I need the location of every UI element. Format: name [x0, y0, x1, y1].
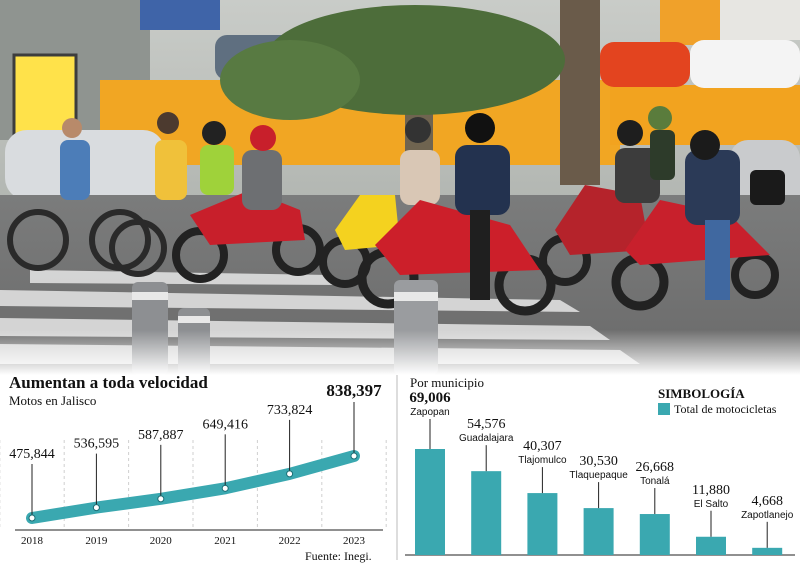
line-chart-value-label: 649,416: [202, 417, 248, 432]
line-chart-series: [26, 450, 360, 524]
bar: [527, 493, 558, 555]
left-chart-source: Fuente: Inegi.: [305, 549, 372, 563]
bar-category-label: Tlaquepaque: [569, 470, 628, 481]
right-chart-title: Por municipio: [410, 375, 484, 390]
line-chart-point: [286, 470, 294, 478]
legend-title: SIMBOLOGÍA: [658, 386, 745, 401]
legend-label: Total de motocicletas: [674, 402, 777, 416]
bar-value-label: 30,530: [579, 454, 618, 469]
line-chart-value-label: 733,824: [267, 403, 313, 418]
left-chart-subtitle: Motos en Jalisco: [9, 393, 96, 408]
bar-category-label: Zapotlanejo: [741, 510, 794, 521]
line-chart-point: [350, 452, 358, 460]
bar-value-label: 54,576: [467, 417, 506, 432]
line-chart-point: [157, 495, 165, 503]
bar: [583, 508, 614, 555]
line-chart-marks: 475,844 2018 536,595 2019 587,887 2020 649,416…: [9, 381, 382, 547]
line-chart-year-label: 2018: [21, 535, 44, 547]
bar: [415, 449, 445, 555]
bar-value-label: 69,006: [409, 390, 451, 406]
legend-swatch: [658, 403, 670, 415]
line-chart-year-label: 2022: [279, 535, 301, 547]
bar-category-label: Tlajomulco: [518, 455, 567, 466]
bar: [696, 536, 726, 555]
line-chart-point: [221, 484, 229, 492]
line-chart-year-label: 2023: [343, 535, 366, 547]
line-chart-year-label: 2021: [214, 535, 236, 547]
bar-category-label: Tonalá: [640, 476, 670, 487]
bar: [752, 547, 783, 555]
bar-value-label: 4,668: [751, 494, 783, 509]
bar: [471, 471, 502, 555]
line-chart-value-label: 838,397: [326, 381, 382, 400]
line-chart-point: [92, 504, 100, 512]
line-chart-year-label: 2020: [150, 535, 173, 547]
line-chart-year-label: 2019: [85, 535, 108, 547]
bar-category-label: El Salto: [694, 499, 729, 510]
bar-category-label: Guadalajara: [459, 433, 514, 444]
line-chart-point: [28, 514, 36, 522]
bar: [639, 514, 670, 555]
photo-motorcycles-at-crosswalk: [0, 0, 800, 375]
line-chart-value-label: 475,844: [9, 447, 55, 462]
line-chart-value-label: 536,595: [74, 437, 120, 452]
bar-value-label: 40,307: [523, 439, 562, 454]
line-chart-value-label: 587,887: [138, 428, 184, 443]
bar-category-label: Zapopan: [410, 407, 449, 418]
bar-value-label: 26,668: [636, 460, 675, 475]
left-chart-title: Aumentan a toda velocidad: [9, 373, 208, 392]
bar-value-label: 11,880: [692, 483, 730, 498]
